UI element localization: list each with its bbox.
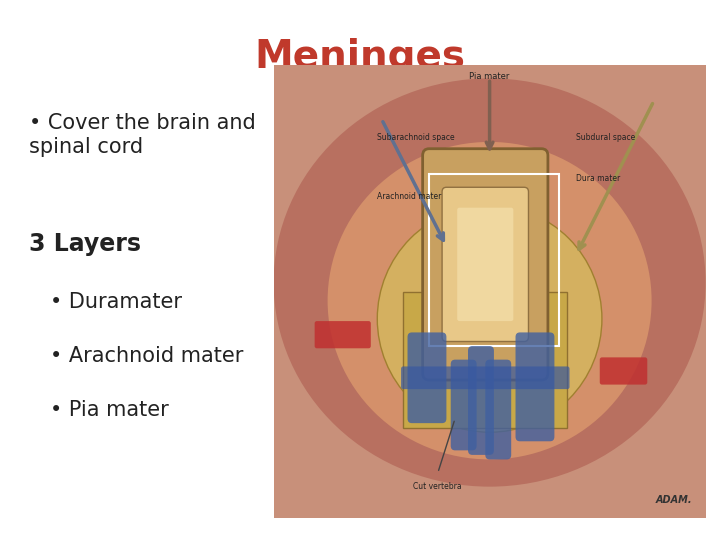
Text: Subdural space: Subdural space [576,133,635,142]
Text: Dura mater: Dura mater [576,174,620,183]
Text: • Cover the brain and
spinal cord: • Cover the brain and spinal cord [29,113,256,157]
Text: Meninges: Meninges [254,38,466,76]
FancyBboxPatch shape [401,367,570,389]
Text: • Duramater: • Duramater [50,292,182,312]
FancyBboxPatch shape [451,360,477,450]
Ellipse shape [377,205,602,432]
FancyBboxPatch shape [408,333,446,423]
Ellipse shape [274,78,706,487]
FancyBboxPatch shape [423,148,548,380]
Text: ADAM.: ADAM. [656,495,693,505]
FancyBboxPatch shape [600,357,647,384]
Ellipse shape [328,142,652,460]
Text: Pia mater: Pia mater [469,72,510,80]
FancyBboxPatch shape [468,346,494,455]
Text: 3 Layers: 3 Layers [29,232,141,256]
FancyBboxPatch shape [315,321,371,348]
FancyBboxPatch shape [442,187,528,341]
FancyBboxPatch shape [485,360,511,460]
Text: Subarachnoid space: Subarachnoid space [377,133,455,142]
Bar [429,174,559,346]
FancyBboxPatch shape [457,208,513,321]
Bar [403,292,567,428]
Text: Cut vertebra: Cut vertebra [413,482,462,491]
Text: • Pia mater: • Pia mater [50,400,169,420]
Text: • Arachnoid mater: • Arachnoid mater [50,346,244,366]
FancyBboxPatch shape [516,333,554,441]
Text: Arachnoid mater: Arachnoid mater [377,192,441,201]
